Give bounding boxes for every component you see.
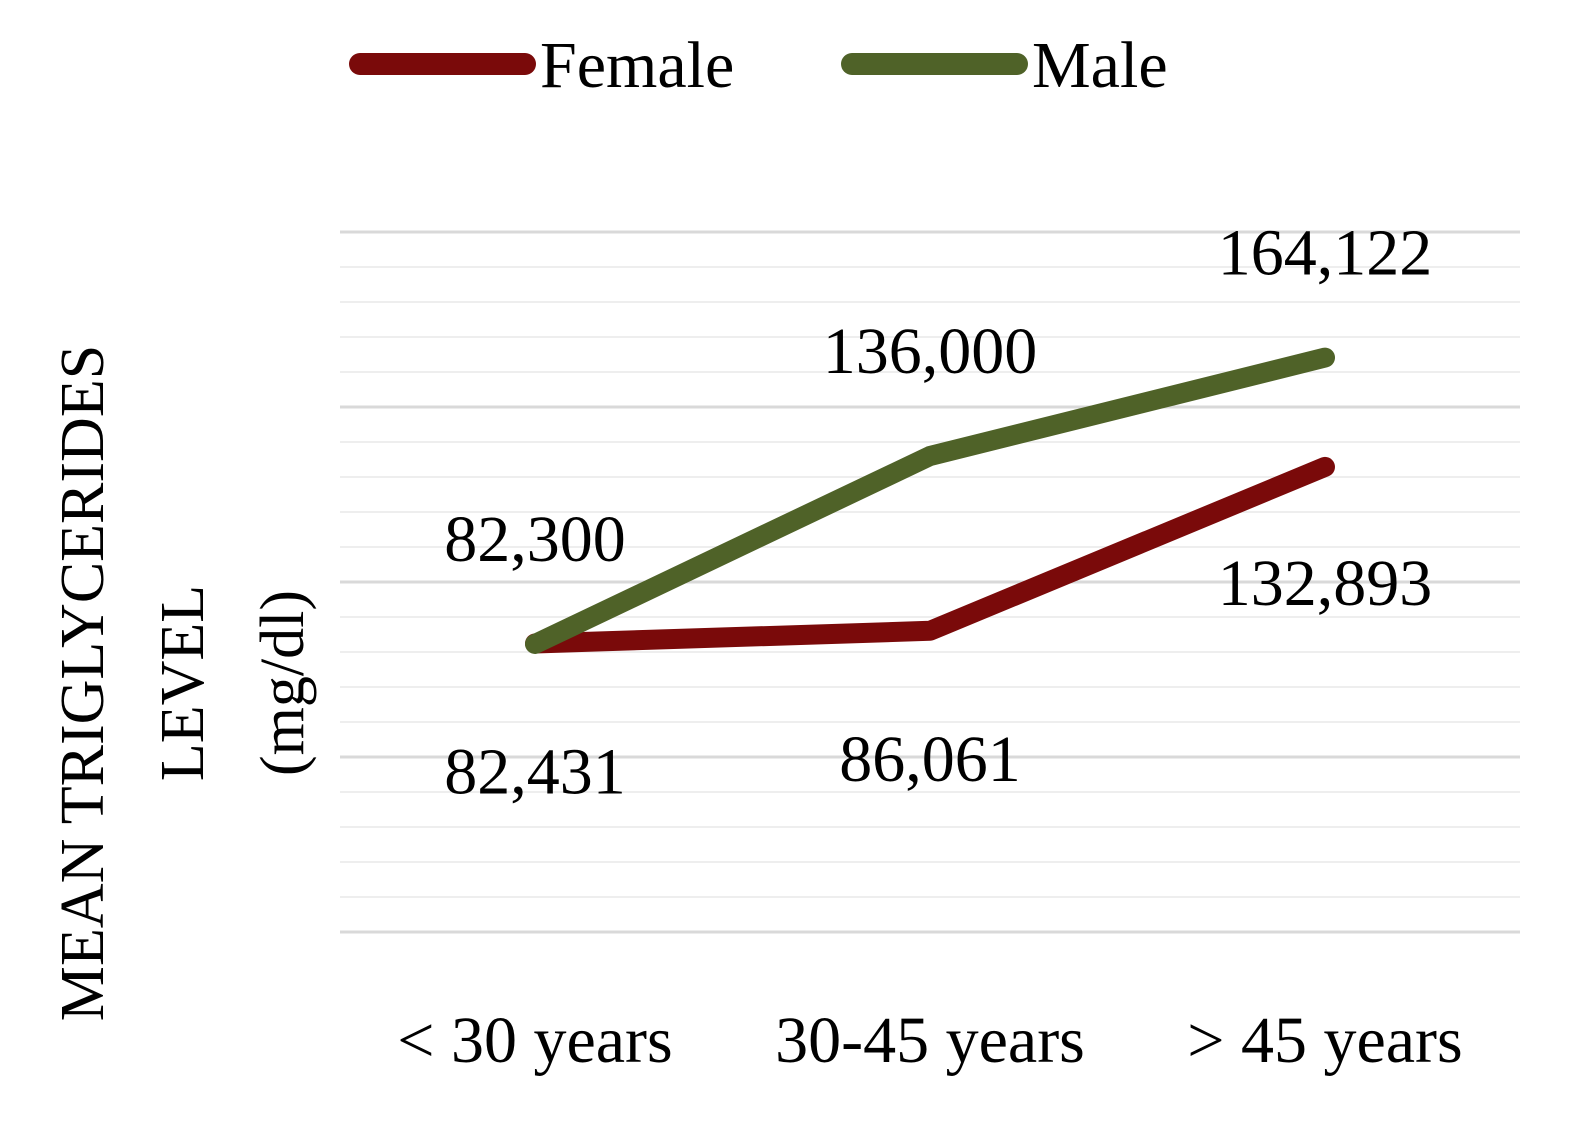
data-labels: 82,431 86,061 132,893 82,300 136,000 164,122 [444, 217, 1432, 809]
data-label-female-0: 82,431 [444, 735, 626, 808]
data-label-male-2: 164,122 [1218, 217, 1433, 290]
legend: Female Male [349, 29, 1168, 102]
series-line-male [525, 347, 1335, 654]
x-axis-tick-labels: < 30 years 30-45 years > 45 years [397, 1004, 1462, 1077]
y-axis-title-line-1: MEAN TRIGLYCERIDES [49, 345, 117, 1021]
series-line-female [525, 456, 1335, 654]
legend-label-female: Female [540, 29, 734, 102]
data-label-female-2: 132,893 [1218, 547, 1433, 620]
y-axis-title-line-3: (mg/dl) [249, 590, 317, 776]
y-axis-title: MEAN TRIGLYCERIDES LEVEL (mg/dl) [49, 345, 317, 1021]
data-label-male-0: 82,300 [444, 503, 626, 576]
series-lines [525, 347, 1335, 654]
legend-label-male: Male [1032, 29, 1168, 102]
x-tick-label-1: 30-45 years [775, 1004, 1085, 1077]
y-axis-title-line-2: LEVEL [149, 585, 217, 781]
x-tick-label-2: > 45 years [1187, 1004, 1462, 1077]
data-label-male-1: 136,000 [823, 315, 1038, 388]
data-label-female-1: 86,061 [839, 723, 1021, 796]
x-tick-label-0: < 30 years [397, 1004, 672, 1077]
